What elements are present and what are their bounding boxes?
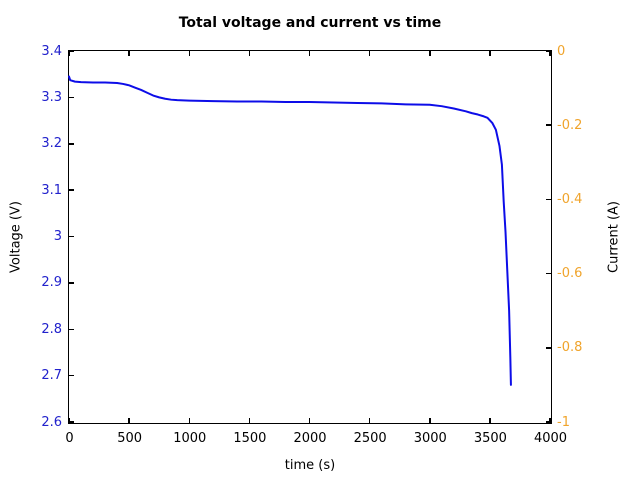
current-tick-label: -0.2 [557,117,583,133]
x-tick-top [68,51,70,56]
y-right-tick [546,272,551,275]
voltage-line [68,75,512,386]
y-left-tick [69,143,74,145]
voltage-tick-label: 2.9 [41,275,62,291]
current-tick-label: -0.4 [557,191,583,207]
x-tick-label: 2000 [293,431,327,446]
x-tick-label: 1500 [233,431,267,446]
current-tick-label: -0.6 [557,266,583,282]
x-tick-label: 3000 [413,431,447,446]
plot-area [68,50,552,424]
x-tick-label: 1000 [173,431,207,446]
chart-title: Total voltage and current vs time [178,15,442,31]
x-tick-top [308,51,311,56]
voltage-curve [68,75,512,386]
x-tick-bottom [308,418,311,423]
y-left-tick [69,421,74,423]
voltage-tick-label: 3.4 [41,43,62,59]
y-left-tick [69,235,74,238]
x-tick-bottom [429,418,431,423]
current-tick-label: -0.8 [557,340,583,356]
y-left-tick [69,282,74,284]
x-tick-label: 4000 [533,431,568,446]
x-tick-bottom [368,418,371,423]
x-tick-top [489,51,491,56]
voltage-tick-label: 3 [53,229,62,244]
x-tick-bottom [549,418,551,423]
x-tick-top [429,51,431,56]
y-right-tick [546,421,551,423]
x-tick-bottom [248,418,251,423]
x-tick-top [248,51,251,56]
x-tick-label: 3500 [473,431,507,446]
y-left-tick [69,96,74,99]
voltage-tick-label: 3.3 [41,89,62,105]
x-axis-label: time (s) [284,458,336,473]
x-tick-top [549,51,551,56]
y-left-tick [69,189,74,191]
x-tick-label: 0 [65,431,74,446]
x-tick-top [368,51,371,56]
y-right-tick [546,50,551,52]
voltage-tick-label: 2.7 [41,368,62,384]
x-tick-label: 2500 [353,431,387,446]
voltage-tick-label: 3.1 [41,182,62,198]
x-tick-bottom [489,418,491,423]
x-tick-bottom [188,418,190,423]
voltage-tick-label: 3.2 [41,136,62,152]
y-right-tick [546,347,551,349]
y-right-tick [546,124,551,126]
x-tick-top [188,51,190,56]
y-left-tick [69,328,74,330]
voltage-tick-label: 2.8 [41,321,62,337]
x-tick-bottom [128,418,130,423]
y-axis-label-current: Current (A) [606,201,622,273]
current-tick-label: 0 [557,43,566,59]
y-right-tick [546,198,551,201]
x-tick-top [128,51,130,56]
voltage-tick-label: 2.6 [41,414,62,430]
x-tick-label: 500 [117,431,143,446]
y-left-tick [69,50,74,52]
current-tick-label: -1 [557,414,570,430]
y-left-tick [69,374,74,377]
x-tick-bottom [68,418,70,423]
